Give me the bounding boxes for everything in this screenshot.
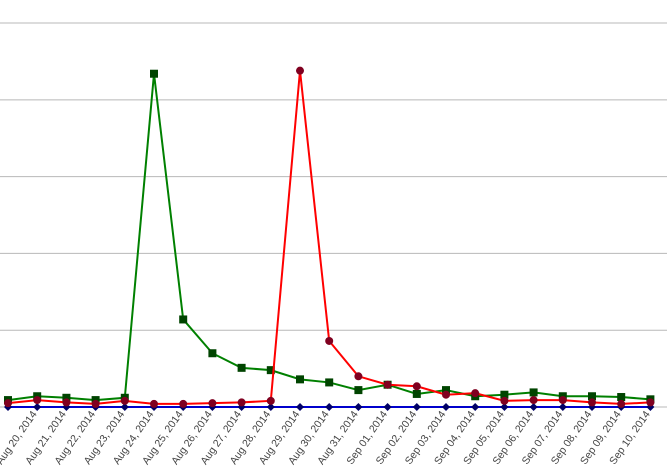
- marker: [120, 403, 129, 411]
- marker: [500, 403, 509, 411]
- marker: [617, 399, 626, 408]
- marker: [558, 396, 567, 405]
- marker: [500, 390, 509, 399]
- marker: [588, 392, 596, 401]
- marker: [91, 399, 100, 408]
- marker: [33, 396, 42, 405]
- marker: [471, 389, 480, 398]
- marker: [237, 363, 246, 372]
- marker: [558, 403, 567, 411]
- marker: [62, 393, 71, 402]
- marker: [325, 336, 334, 345]
- marker: [412, 382, 421, 391]
- marker: [442, 390, 450, 399]
- series-line: [7, 70, 651, 405]
- marker: [208, 399, 217, 408]
- marker: [179, 315, 188, 324]
- marker: [354, 403, 363, 411]
- marker: [588, 398, 596, 407]
- marker: [266, 403, 275, 411]
- marker: [150, 69, 158, 78]
- marker: [62, 398, 71, 407]
- marker: [296, 66, 304, 75]
- marker: [354, 386, 363, 395]
- marker: [296, 375, 304, 384]
- marker: [120, 396, 129, 405]
- marker: [617, 393, 626, 402]
- marker: [442, 386, 450, 395]
- marker: [646, 398, 655, 407]
- marker: [442, 403, 450, 411]
- marker: [529, 396, 538, 405]
- marker: [500, 396, 509, 405]
- marker: [471, 403, 480, 411]
- marker: [4, 399, 12, 408]
- marker: [237, 398, 246, 407]
- marker: [33, 403, 42, 411]
- marker: [208, 349, 217, 358]
- marker: [383, 403, 392, 411]
- marker: [266, 366, 275, 375]
- marker: [529, 388, 538, 397]
- marker: [412, 389, 421, 398]
- marker: [325, 378, 334, 387]
- marker: [529, 403, 538, 411]
- marker: [354, 372, 363, 381]
- marker: [383, 380, 392, 389]
- series-line: [7, 73, 651, 402]
- marker: [150, 399, 158, 408]
- marker: [325, 403, 334, 411]
- marker: [296, 403, 304, 411]
- marker: [412, 403, 421, 411]
- marker: [266, 396, 275, 405]
- marker: [179, 399, 188, 408]
